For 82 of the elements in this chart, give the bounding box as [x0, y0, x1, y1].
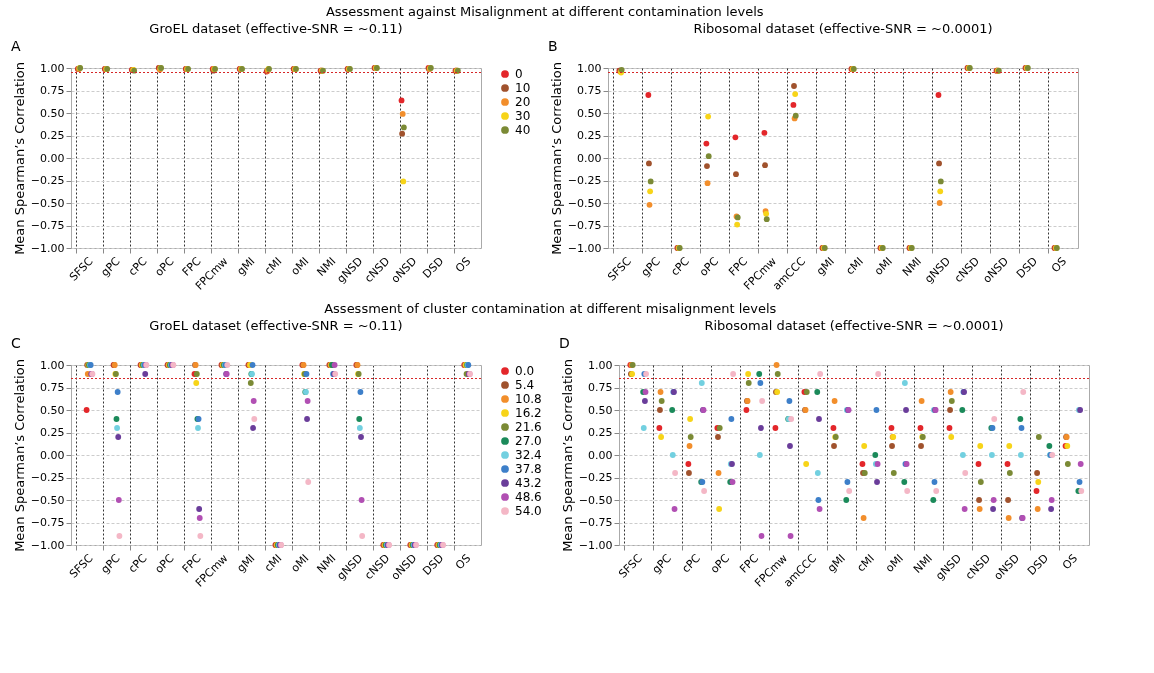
y-axis-title: Mean Spearman’s Correlation: [11, 359, 27, 552]
y-tick-label: 0.00: [577, 151, 602, 165]
y-tick-label: −1.00: [30, 241, 65, 255]
y-tick-label: −0.50: [567, 196, 602, 210]
x-tick-label: cMI: [262, 254, 285, 278]
y-axis-title: Mean Spearman’s Correlation: [11, 62, 27, 255]
y-tick-label: −0.75: [30, 516, 65, 529]
legend-label: 16.2: [515, 406, 542, 420]
y-tick-label: 0.25: [40, 426, 65, 439]
y-tick-label: 0.75: [588, 381, 613, 394]
x-tick-label: OS: [453, 254, 474, 276]
y-tick-label: 1.00: [40, 61, 65, 75]
x-tick-label: cPC: [679, 551, 704, 576]
legend-label: 48.6: [515, 490, 542, 504]
x-tick-label: oMI: [288, 254, 312, 278]
y-tick-label: 0.25: [40, 129, 65, 142]
y-tick-label: −0.50: [30, 493, 65, 507]
x-tick-label: cPC: [126, 254, 150, 279]
y-tick-label: 0.00: [588, 448, 613, 462]
legend-label: 20: [515, 95, 531, 109]
y-axis-title: Mean Spearman’s Correlation: [559, 359, 575, 552]
y-tick-label: 0.25: [588, 426, 613, 439]
x-tick-label: cMI: [262, 551, 285, 575]
x-tick-label: oMI: [288, 551, 312, 575]
legend-label: 10: [515, 81, 531, 95]
y-tick-label: −0.50: [30, 196, 65, 210]
y-tick-label: −0.75: [567, 219, 602, 232]
chart-title: Ribosomal dataset (effective-SNR = ~0.0001): [693, 21, 993, 36]
chart-title: Ribosomal dataset (effective-SNR = ~0.0001): [704, 318, 1004, 333]
y-tick-label: 0.00: [40, 151, 65, 165]
legend-label: 5.4: [515, 378, 535, 392]
y-tick-label: 0.75: [577, 84, 602, 97]
legend-label: 37.8: [515, 462, 542, 476]
text: A: [11, 38, 21, 54]
legend-label: 43.2: [515, 476, 542, 490]
y-tick-label: −0.25: [30, 471, 65, 484]
x-tick-label: OS: [1059, 551, 1081, 573]
text: C: [11, 335, 21, 351]
y-tick-label: 1.00: [577, 61, 602, 75]
y-tick-label: −0.25: [578, 471, 613, 484]
legend-label: 21.6: [515, 420, 542, 434]
y-tick-label: −1.00: [30, 538, 65, 552]
y-tick-label: 1.00: [588, 358, 613, 372]
x-tick-label: oMI: [872, 254, 895, 278]
text: Assessment against Misalignment at different contamination levels: [325, 3, 764, 19]
chart-title: GroEL dataset (effective-SNR = ~0.11): [149, 21, 403, 36]
y-tick-label: 0.50: [577, 106, 602, 120]
y-tick-label: 0.75: [40, 84, 65, 97]
x-tick-label: oMI: [883, 551, 906, 575]
y-tick-label: −0.75: [578, 516, 613, 529]
text: Assessment of cluster contamination at different misalignment levels: [324, 300, 777, 316]
y-tick-label: 0.00: [40, 448, 65, 462]
text: D: [559, 335, 570, 351]
legend-label: 0.0: [515, 364, 535, 378]
y-tick-label: −0.75: [30, 219, 65, 232]
legend-label: 40: [515, 123, 531, 137]
y-tick-label: 0.50: [40, 403, 65, 417]
text: B: [548, 38, 558, 54]
y-tick-label: 0.75: [40, 381, 65, 394]
y-tick-label: −0.25: [567, 174, 602, 187]
legend-label: 27.0: [515, 434, 542, 448]
y-tick-label: −0.50: [578, 493, 613, 507]
x-tick-label: OS: [453, 551, 474, 573]
chart-title: GroEL dataset (effective-SNR = ~0.11): [149, 318, 403, 333]
y-tick-label: −1.00: [578, 538, 613, 552]
legend-label: 54.0: [515, 504, 542, 518]
y-axis-title: Mean Spearman’s Correlation: [548, 62, 564, 255]
y-tick-label: 1.00: [40, 358, 65, 372]
legend-label: 32.4: [515, 448, 542, 462]
y-tick-label: −0.25: [30, 174, 65, 187]
legend-label: 0: [515, 67, 523, 81]
legend-label: 10.8: [515, 392, 542, 406]
legend-label: 30: [515, 109, 531, 123]
x-tick-label: cPC: [668, 254, 693, 279]
x-tick-label: cPC: [126, 551, 150, 576]
x-tick-label: cMI: [854, 551, 877, 575]
x-tick-label: cMI: [843, 254, 866, 278]
y-tick-label: 0.25: [577, 129, 602, 142]
y-tick-label: −1.00: [567, 241, 602, 255]
x-tick-label: OS: [1048, 254, 1070, 276]
y-tick-label: 0.50: [40, 106, 65, 120]
y-tick-label: 0.50: [588, 403, 613, 417]
